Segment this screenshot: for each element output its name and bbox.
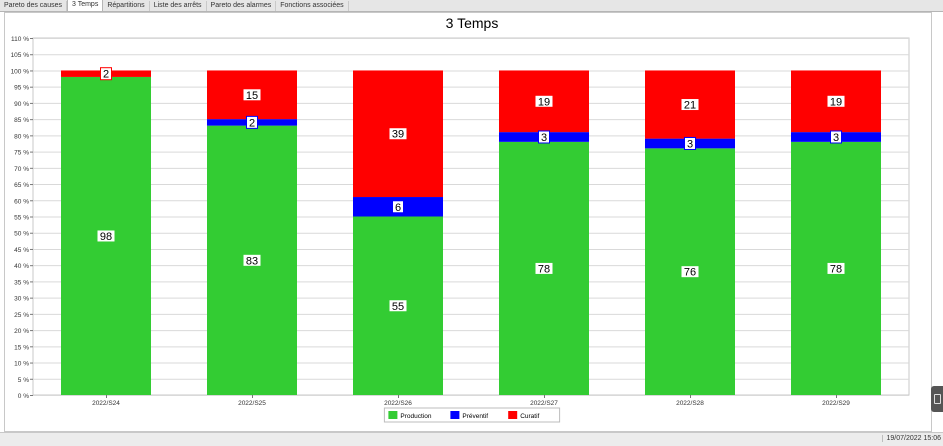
legend-label: Curatif (520, 413, 539, 420)
status-bar: 19/07/2022 15:06 (0, 432, 943, 446)
y-tick-label: 110 % (11, 36, 29, 43)
y-tick-label: 85 % (14, 117, 29, 124)
legend-swatch (450, 411, 460, 419)
y-tick-label: 35 % (14, 279, 29, 286)
data-label: 2 (249, 117, 255, 129)
data-label-box (388, 299, 408, 313)
data-label-box (534, 94, 554, 108)
x-tick-label: 2022/S29 (822, 400, 850, 407)
legend[interactable]: Production Préventif Curatif (383, 407, 561, 423)
data-label: 78 (830, 263, 842, 275)
tab-repartitions[interactable]: Répartitions (103, 1, 150, 11)
data-label-box (388, 127, 408, 141)
side-panel-handle[interactable] (931, 386, 943, 412)
data-label-box (826, 94, 846, 108)
y-tick-label: 15 % (14, 344, 29, 351)
data-label: 76 (684, 267, 696, 279)
data-label: 3 (687, 138, 693, 150)
legend-swatch (508, 411, 518, 419)
legend-item-préventif[interactable]: Préventif (450, 411, 488, 420)
y-tick-label: 45 % (14, 247, 29, 254)
data-label: 3 (541, 132, 547, 144)
data-label-box (534, 261, 554, 275)
y-axis: 0 % 5 % 10 % 15 % 20 % 25 % 30 % 35 % 40 % 45 % 50… (11, 36, 33, 400)
data-label: 55 (392, 301, 404, 313)
handle-icon (934, 394, 941, 404)
tab-fonctions-associees[interactable]: Fonctions associées (276, 1, 349, 11)
x-tick-label: 2022/S26 (384, 400, 412, 407)
y-tick-label: 95 % (14, 85, 29, 92)
y-tick-label: 10 % (14, 361, 29, 368)
data-label-box (242, 253, 262, 267)
tab-pareto-alarmes[interactable]: Pareto des alarmes (207, 1, 277, 11)
y-tick-label: 20 % (14, 328, 29, 335)
y-tick-label: 50 % (14, 231, 29, 238)
x-tick-label: 2022/S28 (676, 400, 704, 407)
chart-title: 3 Temps (446, 15, 499, 31)
legend-label: Production (400, 413, 431, 420)
data-label-box (96, 229, 116, 243)
legend-label: Préventif (462, 413, 488, 420)
data-label-box (100, 67, 112, 81)
x-tick-label: 2022/S27 (530, 400, 558, 407)
data-label-box (538, 130, 550, 144)
data-label: 19 (538, 96, 550, 108)
data-label-box (392, 200, 404, 214)
y-tick-label: 30 % (14, 296, 29, 303)
x-tick-label: 2022/S24 (92, 400, 120, 407)
y-tick-label: 75 % (14, 150, 29, 157)
data-label: 15 (246, 90, 258, 102)
status-datetime: 19/07/2022 15:06 (881, 435, 941, 442)
data-label: 21 (684, 100, 696, 112)
data-label: 83 (246, 255, 258, 267)
chart-panel: 3 Temps 0 % 5 % 10 % 15 % 20 % 25 % 30 % 35 % 40… (4, 12, 932, 432)
data-label-box (242, 88, 262, 102)
y-tick-label: 0 % (18, 393, 29, 400)
y-tick-label: 80 % (14, 133, 29, 140)
y-tick-label: 70 % (14, 166, 29, 173)
data-label: 39 (392, 129, 404, 141)
data-label-box (680, 98, 700, 112)
tab-pareto-causes[interactable]: Pareto des causes (0, 1, 67, 11)
data-label-box (680, 265, 700, 279)
tab-3-temps[interactable]: 3 Temps (66, 0, 104, 11)
gridlines (32, 37, 910, 396)
data-label: 2 (103, 69, 109, 81)
tab-liste-arrets[interactable]: Liste des arrêts (150, 1, 207, 11)
data-labels: 98 2 83 2 15 55 6 39 78 3 19 76 3 21 78 3 19 (96, 67, 846, 313)
x-tick-label: 2022/S25 (238, 400, 266, 407)
data-label-box (826, 261, 846, 275)
y-tick-label: 55 % (14, 215, 29, 222)
x-axis: 2022/S24 2022/S25 2022/S26 2022/S27 2022/S28… (92, 395, 850, 407)
legend-item-production[interactable]: Production (388, 411, 432, 420)
data-label-box (830, 130, 842, 144)
y-tick-label: 65 % (14, 182, 29, 189)
data-label: 3 (833, 132, 839, 144)
tab-bar: Pareto des causes 3 Temps Répartitions L… (0, 0, 943, 12)
data-label: 19 (830, 96, 842, 108)
y-tick-label: 105 % (11, 52, 30, 59)
legend-item-curatif[interactable]: Curatif (508, 411, 540, 420)
y-tick-label: 5 % (18, 377, 29, 384)
y-tick-label: 100 % (11, 68, 30, 75)
y-tick-label: 25 % (14, 312, 29, 319)
y-tick-label: 60 % (14, 198, 29, 205)
y-tick-label: 90 % (14, 101, 29, 108)
data-label: 6 (395, 202, 401, 214)
y-tick-label: 40 % (14, 263, 29, 270)
stacked-bar-chart: 3 Temps 0 % 5 % 10 % 15 % 20 % 25 % 30 % 35 % 40… (11, 15, 910, 423)
data-label-box (246, 115, 258, 129)
legend-swatch (388, 411, 398, 419)
data-label: 78 (538, 263, 550, 275)
data-label: 98 (100, 231, 112, 243)
data-label-box (684, 136, 696, 150)
